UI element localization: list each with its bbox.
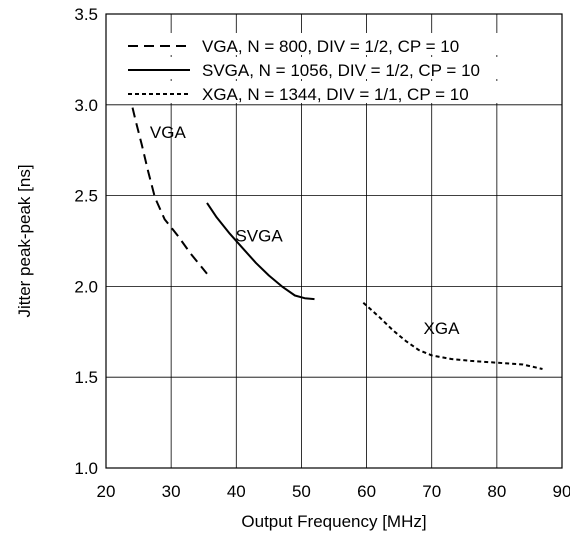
x-tick-label-3: 50 — [292, 482, 311, 501]
x-tick-label-0: 20 — [97, 482, 116, 501]
x-axis-title: Output Frequency [MHz] — [241, 512, 426, 531]
legend-label-1: SVGA, N = 1056, DIV = 1/2, CP = 10 — [202, 61, 480, 80]
annotation-label-1: SVGA — [235, 227, 283, 246]
x-tick-label-1: 30 — [162, 482, 181, 501]
tick-labels: 20 30 40 50 60 70 80 90 1.0 1.5 2.0 2.5 3.0 3.5 — [74, 5, 570, 501]
annotation-labels: VGA SVGA XGA — [150, 123, 460, 338]
x-tick-label-5: 70 — [422, 482, 441, 501]
legend-bg-2 — [122, 81, 540, 103]
series-line-2 — [362, 301, 543, 370]
annotation-label-2: XGA — [424, 319, 461, 338]
y-axis-title: Jitter peak-peak [ns] — [15, 164, 34, 317]
x-tick-label-6: 80 — [487, 482, 506, 501]
legend-bg-0 — [122, 33, 540, 55]
y-tick-label-4: 3.0 — [74, 96, 98, 115]
y-tick-label-3: 2.5 — [74, 187, 98, 206]
series-line-0 — [127, 91, 208, 275]
y-tick-label-5: 3.5 — [74, 5, 98, 24]
plot-frame — [105, 13, 563, 469]
series-lines — [127, 91, 543, 370]
annotation-label-0: VGA — [150, 123, 187, 142]
legend: VGA, N = 800, DIV = 1/2, CP = 10 SVGA, N … — [122, 33, 540, 104]
legend-label-2: XGA, N = 1344, DIV = 1/1, CP = 10 — [202, 85, 469, 104]
x-tick-label-2: 40 — [227, 482, 246, 501]
y-tick-label-2: 2.0 — [74, 277, 98, 296]
x-tick-label-4: 60 — [357, 482, 376, 501]
y-tick-label-0: 1.0 — [74, 459, 98, 478]
legend-label-0: VGA, N = 800, DIV = 1/2, CP = 10 — [202, 37, 459, 56]
series-line-1 — [206, 202, 315, 301]
y-tick-label-1: 1.5 — [74, 368, 98, 387]
legend-bg-1 — [122, 57, 540, 79]
x-tick-label-7: 90 — [553, 482, 570, 501]
